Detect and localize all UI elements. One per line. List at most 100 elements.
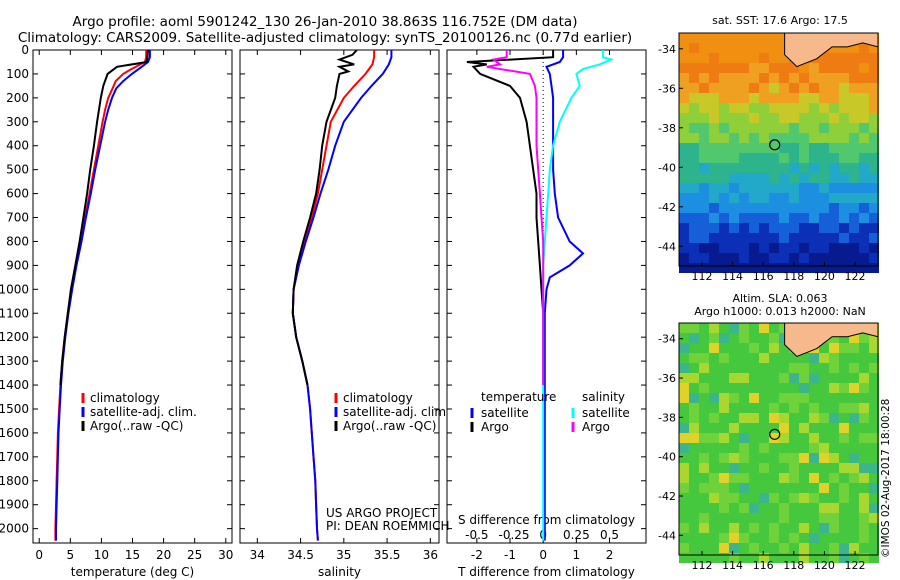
map-cell — [839, 553, 849, 563]
map-cell — [819, 383, 829, 393]
map-cell — [829, 143, 839, 153]
map-cell — [819, 393, 829, 403]
map-cell — [839, 463, 849, 473]
map-cell — [709, 53, 719, 63]
map-cell — [729, 473, 739, 483]
map-cell — [849, 493, 859, 503]
map-cell — [679, 213, 689, 223]
map-cell — [719, 543, 729, 553]
map-cell — [719, 393, 729, 403]
map-cell — [789, 223, 799, 233]
map-cell — [819, 233, 829, 243]
map-x-tick-label: 118 — [783, 270, 804, 283]
map-cell — [769, 323, 779, 333]
map-cell — [759, 253, 769, 263]
map-cell — [869, 193, 879, 203]
y-tick-label: 900 — [6, 258, 29, 272]
map-cell — [749, 143, 759, 153]
map-cell — [699, 523, 709, 533]
map-cell — [729, 153, 739, 163]
map-cell — [809, 103, 819, 113]
map-cell — [859, 163, 869, 173]
map-cell — [709, 203, 719, 213]
map-cell — [709, 113, 719, 123]
map-cell — [829, 223, 839, 233]
map-cell — [719, 483, 729, 493]
map-cell — [769, 233, 779, 243]
map-cell — [719, 183, 729, 193]
map-cell — [869, 243, 879, 253]
map-cell — [869, 403, 879, 413]
map-cell — [679, 33, 689, 43]
map-cell — [859, 223, 869, 233]
map-cell — [839, 453, 849, 463]
map-cell — [739, 323, 749, 333]
map-cell — [779, 93, 789, 103]
map-cell — [839, 393, 849, 403]
map-cell — [739, 403, 749, 413]
map-cell — [839, 433, 849, 443]
map-cell — [699, 223, 709, 233]
series-line — [543, 50, 585, 541]
map-cell — [849, 143, 859, 153]
map-cell — [849, 533, 859, 543]
map-cell — [709, 263, 719, 273]
map-cell — [869, 123, 879, 133]
map-cell — [679, 363, 689, 373]
map-cell — [839, 353, 849, 363]
map-cell — [859, 473, 869, 483]
map-cell — [819, 493, 829, 503]
map-cell — [689, 93, 699, 103]
map-cell — [789, 213, 799, 223]
map-cell — [829, 213, 839, 223]
map-cell — [849, 103, 859, 113]
map-cell — [819, 343, 829, 353]
map-cell — [749, 413, 759, 423]
map-cell — [699, 433, 709, 443]
map-cell — [779, 233, 789, 243]
map-cell — [759, 523, 769, 533]
map-cell — [869, 163, 879, 173]
y-tick-label: 0 — [21, 43, 29, 57]
map-cell — [849, 423, 859, 433]
map-cell — [749, 343, 759, 353]
map-cell — [709, 333, 719, 343]
map-cell — [759, 243, 769, 253]
map-cell — [819, 253, 829, 263]
map-cell — [769, 73, 779, 83]
map-cell — [759, 263, 769, 273]
map-cell — [689, 493, 699, 503]
map-x-tick-label: 118 — [783, 559, 804, 572]
x-tick-label: 25 — [187, 548, 202, 562]
secondary-x-tick-label: 0.5 — [600, 528, 619, 542]
map-cell — [779, 63, 789, 73]
map-cell — [869, 233, 879, 243]
map-cell — [679, 163, 689, 173]
map-cell — [859, 483, 869, 493]
map-cell — [849, 553, 859, 563]
map-cell — [769, 523, 779, 533]
map-cell — [809, 353, 819, 363]
map-cell — [859, 453, 869, 463]
map-cell — [779, 503, 789, 513]
map-cell — [829, 433, 839, 443]
map-cell — [769, 203, 779, 213]
map-cell — [749, 263, 759, 273]
map-cell — [679, 43, 689, 53]
map-cell — [719, 323, 729, 333]
map-x-tick-label: 116 — [753, 559, 774, 572]
map-cell — [799, 253, 809, 263]
map-cell — [749, 63, 759, 73]
imos-timestamp: ©IMOS 02-Aug-2017 18:00:28 — [880, 398, 892, 558]
map-cell — [679, 143, 689, 153]
series-line — [291, 50, 393, 541]
map-cell — [869, 373, 879, 383]
map-cell — [719, 253, 729, 263]
map-cell — [839, 213, 849, 223]
map-cell — [779, 33, 789, 43]
map-cell — [699, 163, 709, 173]
map-cell — [869, 363, 879, 373]
map-cell — [709, 493, 719, 503]
map-cell — [829, 93, 839, 103]
map-cell — [749, 133, 759, 143]
